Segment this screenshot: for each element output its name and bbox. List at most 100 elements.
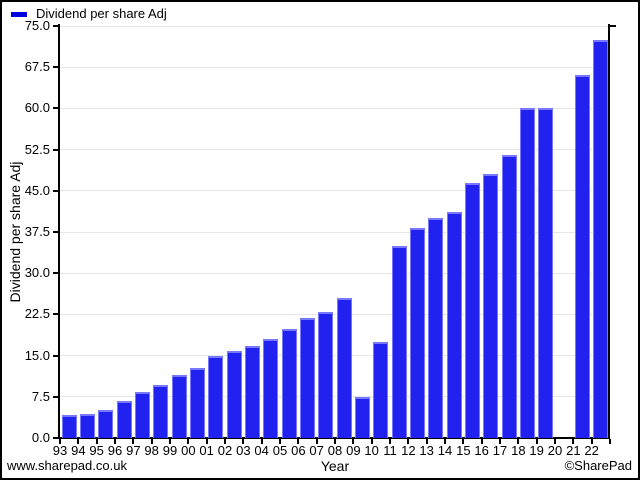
bar-02[interactable] [226, 351, 242, 438]
bar-01[interactable] [208, 355, 224, 438]
x-tick-label-09: 09 [346, 443, 361, 458]
right-axis-line [608, 24, 610, 439]
legend-swatch-icon [11, 11, 27, 17]
bar-93[interactable] [61, 415, 77, 438]
bar-04[interactable] [263, 339, 279, 438]
x-tick [169, 439, 171, 444]
bar-14[interactable] [446, 212, 462, 438]
legend[interactable]: Dividend per share Adj [11, 6, 167, 22]
x-tick [150, 439, 153, 444]
x-tick [590, 439, 593, 444]
gridline-75.0 [58, 25, 610, 27]
x-tick-label-08: 08 [327, 443, 343, 458]
y-tick [53, 148, 59, 151]
bar-17[interactable] [501, 154, 517, 438]
y-tick [53, 313, 59, 316]
x-tick [334, 439, 336, 444]
x-tick-label-16: 16 [474, 443, 489, 458]
bar-11[interactable] [391, 245, 407, 438]
x-tick-label-00: 00 [181, 443, 196, 458]
x-tick [370, 439, 373, 444]
y-tick [53, 66, 59, 69]
bar-94[interactable] [79, 413, 96, 438]
y-tick-label: 45.0 [24, 182, 50, 198]
bar-98[interactable] [153, 385, 169, 438]
x-tick-label-98: 98 [144, 443, 159, 458]
bar-16[interactable] [483, 173, 499, 438]
gridline-67.5 [58, 66, 610, 68]
x-tick-label-03: 03 [236, 443, 251, 458]
bar-10[interactable] [373, 341, 389, 438]
y-tick-label: 22.5 [24, 306, 50, 322]
x-tick-label-15: 15 [456, 443, 471, 458]
bar-07[interactable] [318, 312, 334, 438]
x-tick [260, 439, 263, 444]
gridline-15.0 [58, 355, 610, 357]
x-tick-label-01: 01 [199, 443, 214, 458]
x-tick-label-10: 10 [364, 443, 379, 458]
x-tick-label-20: 20 [547, 443, 563, 458]
bar-09[interactable] [354, 396, 371, 438]
x-tick-label-12: 12 [401, 443, 416, 458]
x-tick [480, 439, 483, 444]
x-tick-label-99: 99 [162, 443, 178, 458]
sharepad-watermark: ©SharePad [564, 458, 632, 473]
y-tick-label: 67.5 [24, 59, 50, 75]
gridline-30.0 [58, 272, 610, 274]
y-tick [53, 25, 59, 27]
bar-03[interactable] [244, 346, 261, 438]
y-tick [53, 354, 59, 357]
x-tick [77, 439, 80, 444]
bar-99[interactable] [171, 375, 187, 438]
x-tick-label-11: 11 [383, 443, 397, 458]
x-tick-label-05: 05 [272, 443, 288, 458]
bar-00[interactable] [189, 367, 206, 438]
x-tick [499, 439, 501, 444]
x-tick-label-14: 14 [437, 443, 453, 458]
bar-15[interactable] [464, 182, 481, 438]
x-tick [205, 439, 208, 444]
x-tick [352, 439, 355, 444]
website-watermark: www.sharepad.co.uk [7, 458, 127, 473]
bar-05[interactable] [281, 329, 297, 438]
x-tick-label-07: 07 [309, 443, 324, 458]
bar-12[interactable] [409, 228, 426, 438]
x-tick-label-22: 22 [584, 443, 599, 458]
x-tick-label-95: 95 [89, 443, 104, 458]
gridline-7.5 [58, 396, 610, 398]
x-tick [315, 439, 318, 444]
x-tick [517, 439, 520, 444]
bar-19[interactable] [538, 108, 554, 438]
y-tick-label: 15.0 [24, 347, 50, 363]
bar-22[interactable] [593, 39, 609, 438]
y-tick-label: 52.5 [24, 141, 50, 157]
x-axis-title: Year [320, 458, 350, 474]
x-tick-label-13: 13 [419, 443, 434, 458]
bar-13[interactable] [428, 218, 444, 438]
legend-label: Dividend per share Adj [36, 6, 167, 21]
y-tick-label: 7.5 [31, 388, 50, 404]
x-tick-label-06: 06 [291, 443, 306, 458]
x-tick-label-96: 96 [107, 443, 123, 458]
gridline-45.0 [58, 190, 610, 192]
x-tick-label-94: 94 [71, 443, 86, 458]
bar-18[interactable] [519, 108, 536, 438]
x-tick [389, 439, 391, 444]
y-tick-label: 37.5 [24, 224, 50, 239]
x-tick [572, 439, 575, 444]
bar-97[interactable] [134, 391, 151, 438]
bar-21[interactable] [574, 75, 591, 438]
bar-06[interactable] [299, 318, 316, 438]
x-tick [187, 439, 190, 444]
y-tick [53, 107, 59, 110]
x-tick [535, 439, 538, 444]
bar-95[interactable] [98, 409, 114, 438]
gridline-60.0 [58, 107, 610, 109]
bar-08[interactable] [336, 297, 352, 438]
y-tick [53, 395, 59, 398]
x-tick [444, 439, 446, 444]
bar-96[interactable] [116, 401, 132, 438]
y-tick [53, 437, 59, 439]
x-tick-label-21: 21 [566, 443, 581, 458]
x-tick [297, 439, 300, 444]
